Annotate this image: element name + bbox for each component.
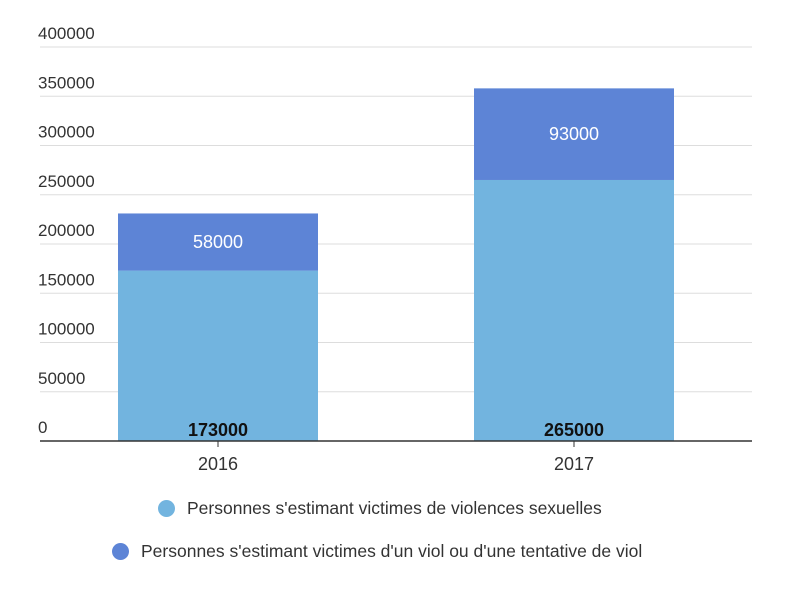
- legend-label: Personnes s'estimant victimes de violenc…: [187, 498, 602, 518]
- bar-segment: [118, 270, 318, 441]
- bar-segment: [474, 88, 674, 180]
- data-label: 93000: [549, 124, 599, 144]
- x-axis-ticks: 2016 2017: [198, 441, 594, 474]
- y-tick-label: 300000: [38, 123, 95, 142]
- y-tick-label: 250000: [38, 172, 95, 191]
- y-tick-label: 150000: [38, 270, 95, 289]
- y-tick-label: 0: [38, 418, 47, 437]
- legend-swatch: [158, 500, 175, 517]
- stacked-bar-chart: 0 50000 100000 150000 200000 250000 300000 3500…: [38, 24, 752, 474]
- y-tick-label: 400000: [38, 24, 95, 43]
- x-tick-label: 2016: [198, 454, 238, 474]
- x-tick-label: 2017: [554, 454, 594, 474]
- data-label: 58000: [193, 232, 243, 252]
- bars: 173000 58000 265000 93000: [118, 88, 674, 441]
- y-tick-label: 50000: [38, 369, 85, 388]
- legend-item-violences-sexuelles: Personnes s'estimant victimes de violenc…: [158, 498, 602, 519]
- legend-swatch: [112, 543, 129, 560]
- bar-segment: [474, 179, 674, 441]
- data-label: 265000: [544, 420, 604, 440]
- data-label: 173000: [188, 420, 248, 440]
- y-tick-label: 200000: [38, 221, 95, 240]
- legend-item-viol: Personnes s'estimant victimes d'un viol …: [112, 541, 642, 562]
- y-axis-ticks: 0 50000 100000 150000 200000 250000 300000 3500…: [38, 24, 95, 437]
- legend-label: Personnes s'estimant victimes d'un viol …: [141, 541, 643, 561]
- y-tick-label: 350000: [38, 73, 95, 92]
- y-tick-label: 100000: [38, 320, 95, 339]
- bar-segment: [118, 213, 318, 271]
